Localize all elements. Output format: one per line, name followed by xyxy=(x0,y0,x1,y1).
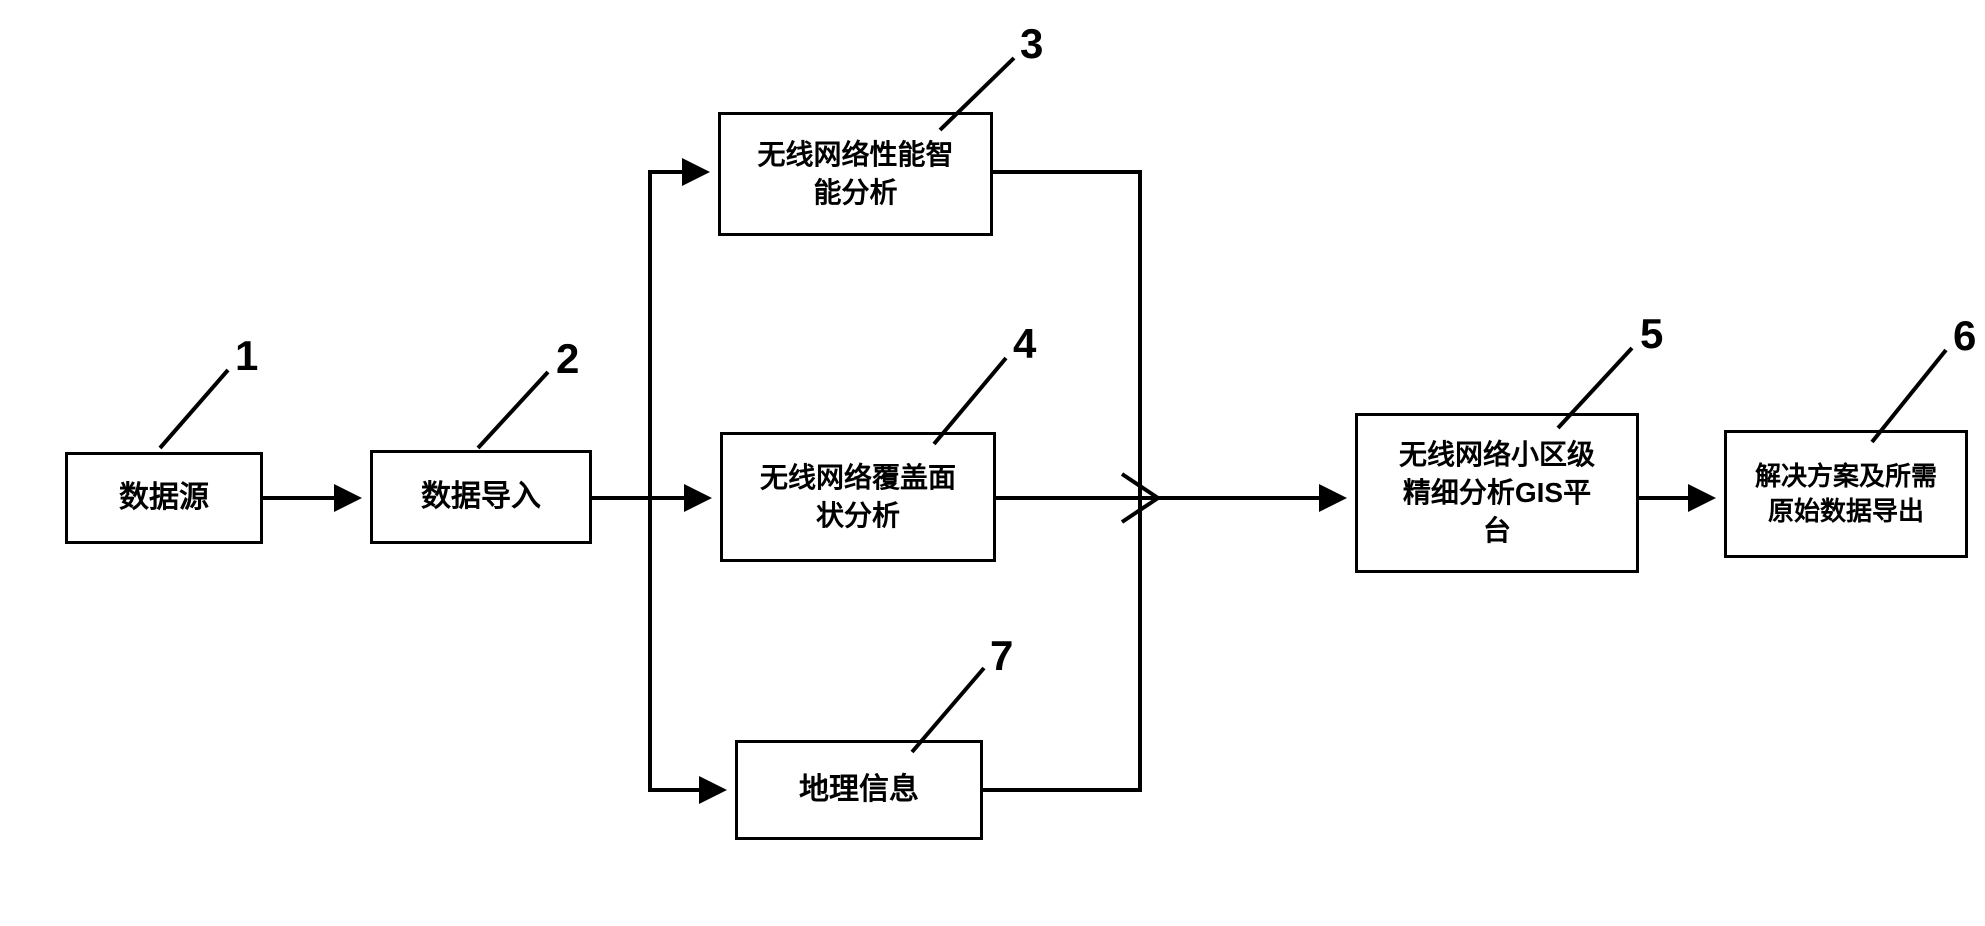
label-7: 7 xyxy=(990,632,1013,680)
label-3: 3 xyxy=(1020,20,1043,68)
node-data-import: 数据导入 xyxy=(370,450,592,544)
label-6: 6 xyxy=(1953,312,1976,360)
label-5: 5 xyxy=(1640,310,1663,358)
label-2: 2 xyxy=(556,335,579,383)
node-solution-export: 解决方案及所需 原始数据导出 xyxy=(1724,430,1968,558)
label-1: 1 xyxy=(235,332,258,380)
node-geo-info: 地理信息 xyxy=(735,740,983,840)
node-gis-platform: 无线网络小区级 精细分析GIS平 台 xyxy=(1355,413,1639,573)
node-data-source: 数据源 xyxy=(65,452,263,544)
node-perf-analysis: 无线网络性能智 能分析 xyxy=(718,112,993,236)
node-coverage-analysis: 无线网络覆盖面 状分析 xyxy=(720,432,996,562)
label-4: 4 xyxy=(1013,320,1036,368)
